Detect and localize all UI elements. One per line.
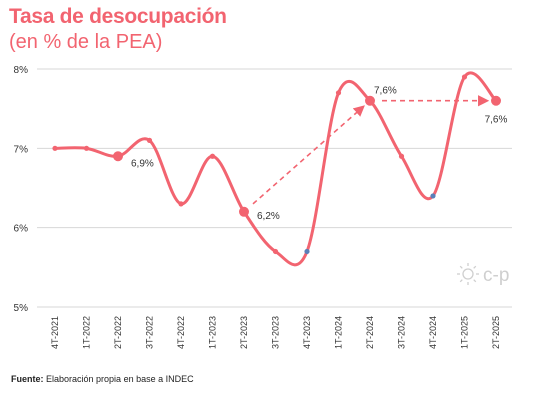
x-tick-label: 2T-2025 (491, 316, 501, 349)
y-tick-label: 8% (14, 65, 29, 76)
highlight-point (113, 151, 123, 162)
x-tick-label: 1T-2024 (334, 316, 344, 349)
x-tick-label: 4T-2024 (428, 316, 438, 349)
x-tick-label: 2T-2024 (365, 316, 375, 349)
data-point (209, 153, 216, 159)
data-point (461, 74, 468, 80)
page-title: Tasa de desocupación (9, 5, 227, 28)
brand-logo: c-p (457, 263, 509, 286)
x-tick-label: 4T-2022 (176, 316, 186, 349)
trend-arrow (252, 105, 365, 205)
data-label: 6,9% (131, 158, 154, 169)
data-point (52, 145, 58, 151)
highlight-point (491, 95, 501, 106)
x-tick-label: 1T-2023 (208, 316, 218, 349)
source-text: Elaboración propia en base a INDEC (46, 374, 194, 384)
data-point (398, 153, 405, 159)
data-point (146, 137, 153, 143)
highlight-point (239, 206, 249, 217)
series-line (53, 71, 498, 267)
data-label: 6,2% (257, 211, 280, 222)
x-tick-label: 3T-2023 (271, 316, 281, 349)
x-tick-label: 1T-2025 (460, 316, 470, 349)
data-point (178, 201, 184, 207)
data-point (335, 90, 342, 96)
x-tick-label: 3T-2024 (397, 316, 407, 349)
x-tick-label: 4T-2023 (302, 316, 312, 349)
y-tick-label: 5% (14, 303, 29, 314)
highlight-point (304, 248, 310, 255)
x-tick-label: 3T-2022 (145, 316, 155, 349)
y-tick-label: 6% (14, 224, 29, 235)
y-tick-label: 7% (14, 144, 29, 155)
highlight-point (430, 193, 436, 199)
x-tick-label: 2T-2022 (113, 316, 123, 349)
highlight-point (365, 95, 375, 106)
data-label: 7,6% (374, 86, 397, 97)
x-tick-label: 1T-2022 (82, 316, 92, 349)
sun-icon (457, 263, 479, 285)
logo-text: c-p (483, 265, 509, 286)
data-point (272, 248, 279, 255)
data-label: 7,6% (485, 115, 508, 126)
source-label: Fuente: (11, 374, 44, 384)
x-tick-label: 4T-2021 (50, 316, 60, 349)
data-point (83, 145, 90, 151)
source-note: Fuente: Elaboración propia en base a IND… (11, 374, 194, 384)
x-tick-label: 2T-2023 (239, 316, 249, 349)
page-subtitle: (en % de la PEA) (9, 31, 163, 53)
